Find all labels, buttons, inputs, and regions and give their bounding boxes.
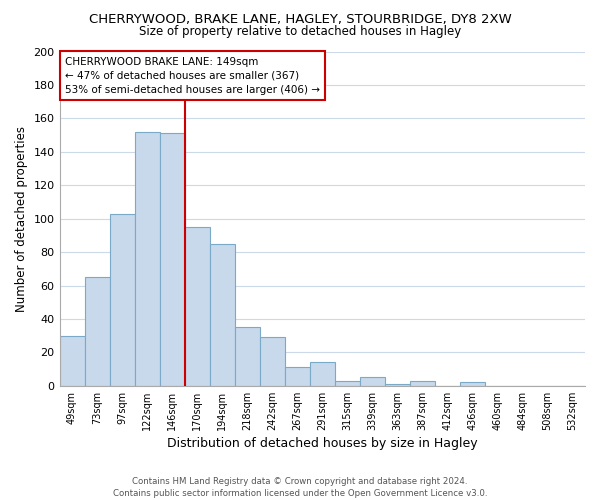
Y-axis label: Number of detached properties: Number of detached properties <box>15 126 28 312</box>
Bar <box>209 244 235 386</box>
Text: CHERRYWOOD, BRAKE LANE, HAGLEY, STOURBRIDGE, DY8 2XW: CHERRYWOOD, BRAKE LANE, HAGLEY, STOURBRI… <box>89 12 511 26</box>
Text: Contains HM Land Registry data © Crown copyright and database right 2024.
Contai: Contains HM Land Registry data © Crown c… <box>113 476 487 498</box>
Bar <box>460 382 485 386</box>
Bar <box>385 384 410 386</box>
Bar <box>360 378 385 386</box>
Bar <box>59 336 85 386</box>
Text: CHERRYWOOD BRAKE LANE: 149sqm
← 47% of detached houses are smaller (367)
53% of : CHERRYWOOD BRAKE LANE: 149sqm ← 47% of d… <box>65 56 320 94</box>
Bar <box>260 338 285 386</box>
X-axis label: Distribution of detached houses by size in Hagley: Distribution of detached houses by size … <box>167 437 478 450</box>
Bar <box>185 227 209 386</box>
Bar <box>134 132 160 386</box>
Bar <box>310 362 335 386</box>
Bar <box>285 368 310 386</box>
Bar <box>160 134 185 386</box>
Text: Size of property relative to detached houses in Hagley: Size of property relative to detached ho… <box>139 25 461 38</box>
Bar <box>235 328 260 386</box>
Bar <box>85 277 110 386</box>
Bar <box>110 214 134 386</box>
Bar <box>410 381 435 386</box>
Bar <box>335 381 360 386</box>
